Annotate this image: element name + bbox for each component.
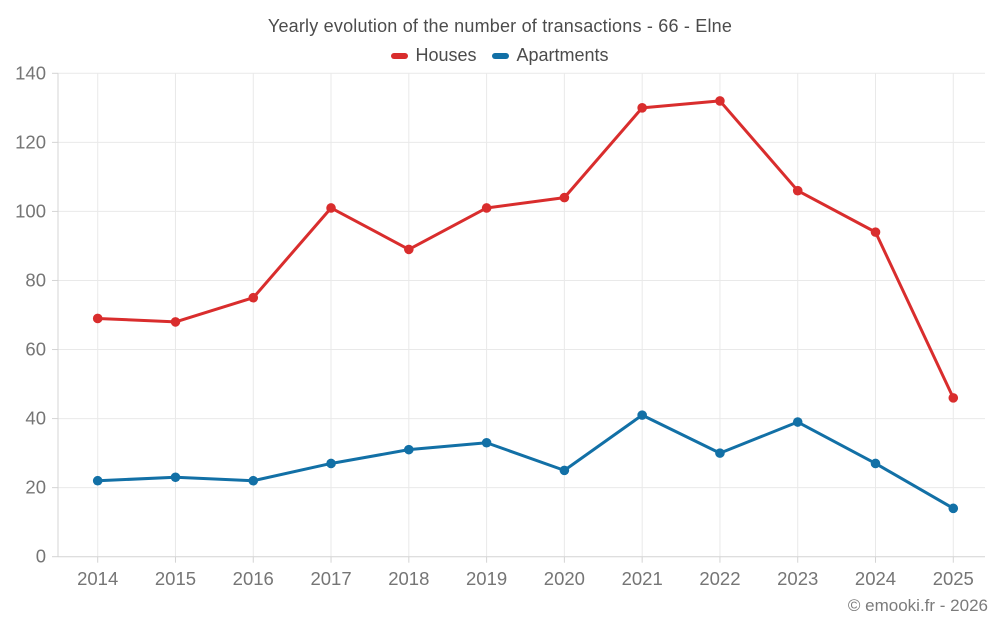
x-axis-label: 2018 [388, 568, 429, 589]
houses-data-point [170, 317, 181, 327]
apartments-data-point [559, 465, 570, 476]
axes [52, 72, 985, 563]
apartments-data-point [715, 448, 725, 458]
x-axis-label: 2022 [699, 568, 740, 589]
apartments-data-point [92, 475, 103, 486]
houses-data-point [92, 313, 103, 324]
houses-data-point [326, 203, 336, 213]
houses-data-point [248, 292, 259, 303]
apartments-data-point [326, 458, 336, 469]
y-axis-label: 40 [25, 408, 46, 429]
apartments-line [96, 413, 955, 510]
x-axis-label: 2014 [77, 568, 118, 589]
houses-data-point [870, 227, 881, 237]
x-axis-label: 2021 [622, 568, 663, 589]
x-axis-label: 2024 [855, 568, 896, 589]
houses-data-point [481, 203, 492, 213]
apartments-swatch-icon [492, 52, 510, 59]
gridlines [58, 72, 985, 557]
y-axis-label: 140 [15, 62, 46, 83]
x-axis-label: 2025 [933, 568, 974, 589]
chart-title: Yearly evolution of the number of transa… [267, 16, 733, 36]
y-axis-label: 60 [25, 339, 46, 360]
legend-label: Houses [415, 45, 477, 65]
houses-data-point [559, 192, 570, 203]
houses-data-point [948, 393, 959, 403]
houses-data-point [715, 96, 725, 106]
y-axis-label: 120 [15, 131, 46, 152]
y-axis-label: 20 [25, 477, 46, 498]
y-axis-label: 100 [15, 200, 46, 221]
x-axis-label: 2019 [466, 568, 507, 589]
chart-legend: Houses Apartments [0, 45, 1000, 66]
x-axis-label: 2020 [544, 568, 585, 589]
legend-item-apartments[interactable]: Apartments [492, 45, 609, 66]
axis-labels: 0 20 40 60 80 100 120 140 2014 2015 2016 2017 2018 20… [15, 62, 974, 589]
apartments-data-point [404, 444, 414, 455]
apartments-data-point [248, 475, 259, 486]
houses-swatch-icon [391, 52, 409, 59]
x-axis-label: 2023 [777, 568, 818, 589]
apartments-data-point [792, 417, 803, 427]
x-axis-label: 2017 [310, 568, 351, 589]
y-axis-label: 0 [36, 546, 46, 567]
y-axis-label: 80 [25, 269, 46, 290]
apartments-data-point [637, 410, 647, 420]
apartments-data-point [870, 458, 881, 469]
apartments-data-point [948, 503, 959, 514]
x-axis-label: 2015 [155, 568, 196, 589]
houses-data-point [637, 103, 647, 113]
footer-credit: © emooki.fr - 2026 [847, 596, 988, 615]
apartments-data-point [481, 437, 492, 448]
houses-data-point [792, 185, 803, 196]
x-axis-label: 2016 [233, 568, 274, 589]
series [92, 96, 959, 514]
apartments-data-point [170, 472, 181, 483]
houses-data-point [404, 244, 414, 255]
legend-item-houses[interactable]: Houses [391, 45, 476, 66]
legend-label: Apartments [516, 45, 609, 65]
houses-line [96, 99, 955, 400]
